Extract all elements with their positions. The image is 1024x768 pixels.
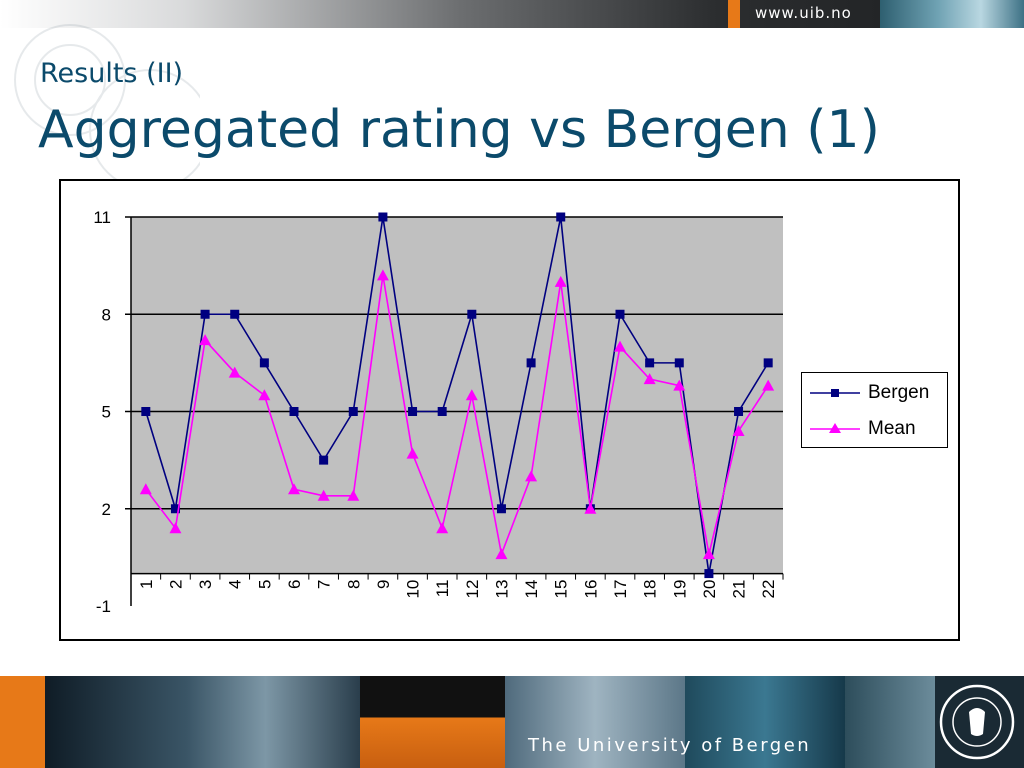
y-tick-label: 2: [102, 500, 111, 519]
legend-label-mean: Mean: [868, 418, 916, 439]
data-point-bergen: [645, 358, 655, 368]
series-line-bergen: [145, 216, 769, 574]
data-point-mean: [376, 269, 389, 281]
legend-label-bergen: Bergen: [868, 382, 930, 403]
data-point-mean: [732, 424, 745, 436]
y-tick-label: -1: [96, 597, 111, 616]
data-point-mean: [317, 489, 330, 501]
data-point-mean: [199, 334, 212, 346]
top-accent: [728, 0, 740, 28]
data-point-mean: [584, 502, 597, 514]
y-tick-label: 11: [93, 208, 111, 227]
data-point-mean: [288, 483, 300, 495]
footer-orange-block: [0, 676, 45, 768]
data-point-mean: [347, 489, 360, 501]
chart-legend: Bergen Mean: [801, 372, 948, 448]
site-url[interactable]: www.uib.no: [755, 4, 852, 22]
data-point-bergen: [141, 407, 151, 416]
footer-photo-3: [685, 676, 845, 768]
data-point-mean: [762, 379, 775, 391]
data-point-mean: [228, 366, 241, 378]
data-point-bergen: [259, 358, 269, 368]
data-point-bergen: [230, 309, 240, 319]
slide-title: Aggregated rating vs Bergen (1): [38, 100, 880, 160]
data-point-bergen: [170, 504, 180, 514]
plot-area: [131, 217, 783, 574]
footer-orange-block: [360, 676, 505, 768]
series-line-mean: [145, 275, 769, 558]
y-tick-label: 5: [102, 403, 111, 422]
data-point-bergen: [615, 309, 625, 319]
x-tick-label: 6: [285, 580, 304, 589]
data-point-bergen: [319, 455, 329, 465]
x-tick-label: 3: [196, 580, 215, 589]
data-point-mean: [465, 389, 478, 401]
data-point-mean: [139, 483, 152, 495]
footer-photo-2: [505, 676, 685, 768]
x-tick-label: 18: [641, 580, 660, 599]
top-bar: [0, 0, 1024, 28]
x-tick-label: 17: [611, 580, 630, 599]
data-point-bergen: [763, 358, 773, 368]
data-point-mean: [258, 389, 271, 401]
footer-photo-1: [45, 676, 360, 768]
x-tick-label: 1: [137, 580, 156, 589]
x-tick-label: 21: [730, 580, 749, 599]
footer-photo-4: [845, 676, 935, 768]
data-point-bergen: [289, 407, 299, 416]
data-point-bergen: [467, 309, 477, 319]
data-point-bergen: [734, 407, 744, 416]
x-tick-label: 15: [552, 580, 571, 599]
x-tick-label: 9: [374, 580, 393, 589]
x-tick-label: 7: [315, 580, 334, 589]
x-tick-label: 5: [255, 580, 274, 589]
x-tick-label: 8: [344, 580, 363, 589]
data-point-mean: [614, 340, 626, 352]
data-point-bergen: [556, 212, 566, 222]
data-point-mean: [554, 275, 567, 287]
data-point-bergen: [674, 358, 684, 368]
data-point-mean: [436, 522, 449, 534]
x-tick-label: 12: [463, 580, 482, 599]
x-tick-label: 22: [759, 580, 778, 599]
mean-legend-marker: [810, 423, 860, 433]
data-point-bergen: [378, 212, 388, 222]
footer-band: [0, 676, 1024, 768]
x-tick-label: 19: [670, 580, 689, 599]
data-point-bergen: [526, 358, 536, 368]
data-point-mean: [525, 470, 538, 482]
data-point-bergen: [496, 504, 506, 514]
data-point-bergen: [437, 407, 447, 416]
slide-subtitle: Results (II): [40, 58, 184, 89]
x-tick-label: 14: [522, 580, 541, 599]
data-point-mean: [702, 548, 715, 560]
data-point-bergen: [408, 407, 418, 416]
data-point-bergen: [704, 569, 714, 579]
y-tick-label: 8: [102, 305, 111, 324]
data-point-mean: [169, 522, 182, 534]
x-tick-label: 16: [581, 580, 600, 599]
decorative-circles: [14, 24, 200, 180]
data-point-bergen: [200, 309, 210, 319]
university-seal-icon: [939, 684, 1015, 760]
data-point-mean: [643, 373, 656, 385]
x-tick-label: 11: [433, 580, 452, 598]
data-point-mean: [406, 447, 419, 459]
footer-university-name: The University of Bergen: [528, 735, 812, 756]
x-tick-label: 20: [700, 580, 719, 599]
x-tick-label: 10: [404, 580, 423, 599]
data-point-mean: [495, 548, 508, 560]
header-photo-strip: [880, 0, 1024, 28]
data-point-mean: [673, 379, 686, 391]
x-tick-label: 13: [492, 580, 511, 599]
data-point-bergen: [348, 407, 358, 416]
chart-frame: 11 8 5 2 -1 1 2 3 4 5 6 7 8 9 10 11 12 13 14 15 16 17 18 19 20 21…: [59, 179, 960, 641]
x-tick-label: 4: [226, 580, 245, 589]
x-tick-label: 2: [166, 580, 185, 589]
bergen-legend-marker: [810, 389, 860, 397]
